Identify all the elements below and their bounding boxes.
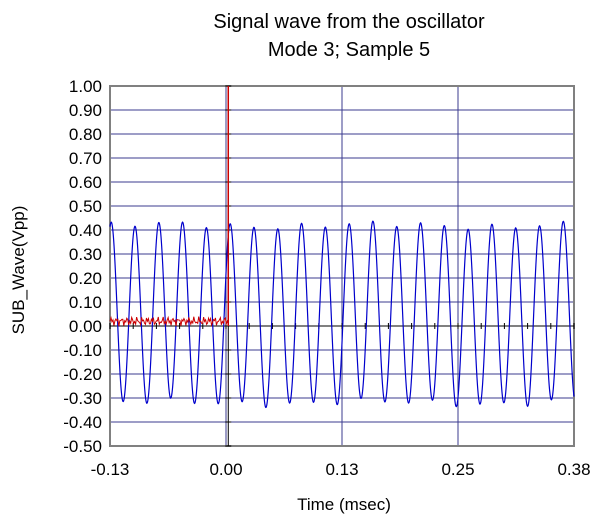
chart-title: Signal wave from the oscillator [213,11,485,33]
y-tick-label: 0.00 [69,317,102,336]
chart-subtitle: Mode 3; Sample 5 [268,39,430,61]
x-tick-label: -0.13 [91,460,130,479]
y-tick-label: -0.10 [63,341,102,360]
y-tick-label: 0.10 [69,293,102,312]
y-tick-label: -0.30 [63,389,102,408]
x-axis-label: Time (msec) [297,495,391,514]
x-tick-label: 0.13 [325,460,358,479]
y-tick-label: -0.50 [63,437,102,456]
plot-area [109,85,575,447]
y-tick-label: 0.70 [69,149,102,168]
grid [110,86,574,446]
x-tick-label: 0.00 [209,460,242,479]
y-tick-label: 0.50 [69,197,102,216]
y-tick-label: 0.80 [69,125,102,144]
plot-border [109,85,575,447]
y-tick-labels: 1.00 0.90 0.80 0.70 0.60 0.50 0.40 0.30 0.20 0.10… [63,77,102,456]
y-tick-label: 0.30 [69,245,102,264]
y-tick-label: 0.60 [69,173,102,192]
x-tick-label: 0.38 [557,460,590,479]
y-tick-label: -0.20 [63,365,102,384]
y-tick-label: 0.90 [69,101,102,120]
series-layer [109,86,575,409]
y-tick-label: -0.40 [63,413,102,432]
y-axis-label: SUB_Wave(Vpp) [9,206,28,335]
y-tick-label: 1.00 [69,77,102,96]
x-tick-labels: -0.13 0.00 0.13 0.25 0.38 [91,460,591,479]
y-tick-label: 0.40 [69,221,102,240]
x-tick-label: 0.25 [441,460,474,479]
y-tick-label: 0.20 [69,269,102,288]
series-line-noise [109,315,229,327]
series-line-wave [109,220,575,409]
